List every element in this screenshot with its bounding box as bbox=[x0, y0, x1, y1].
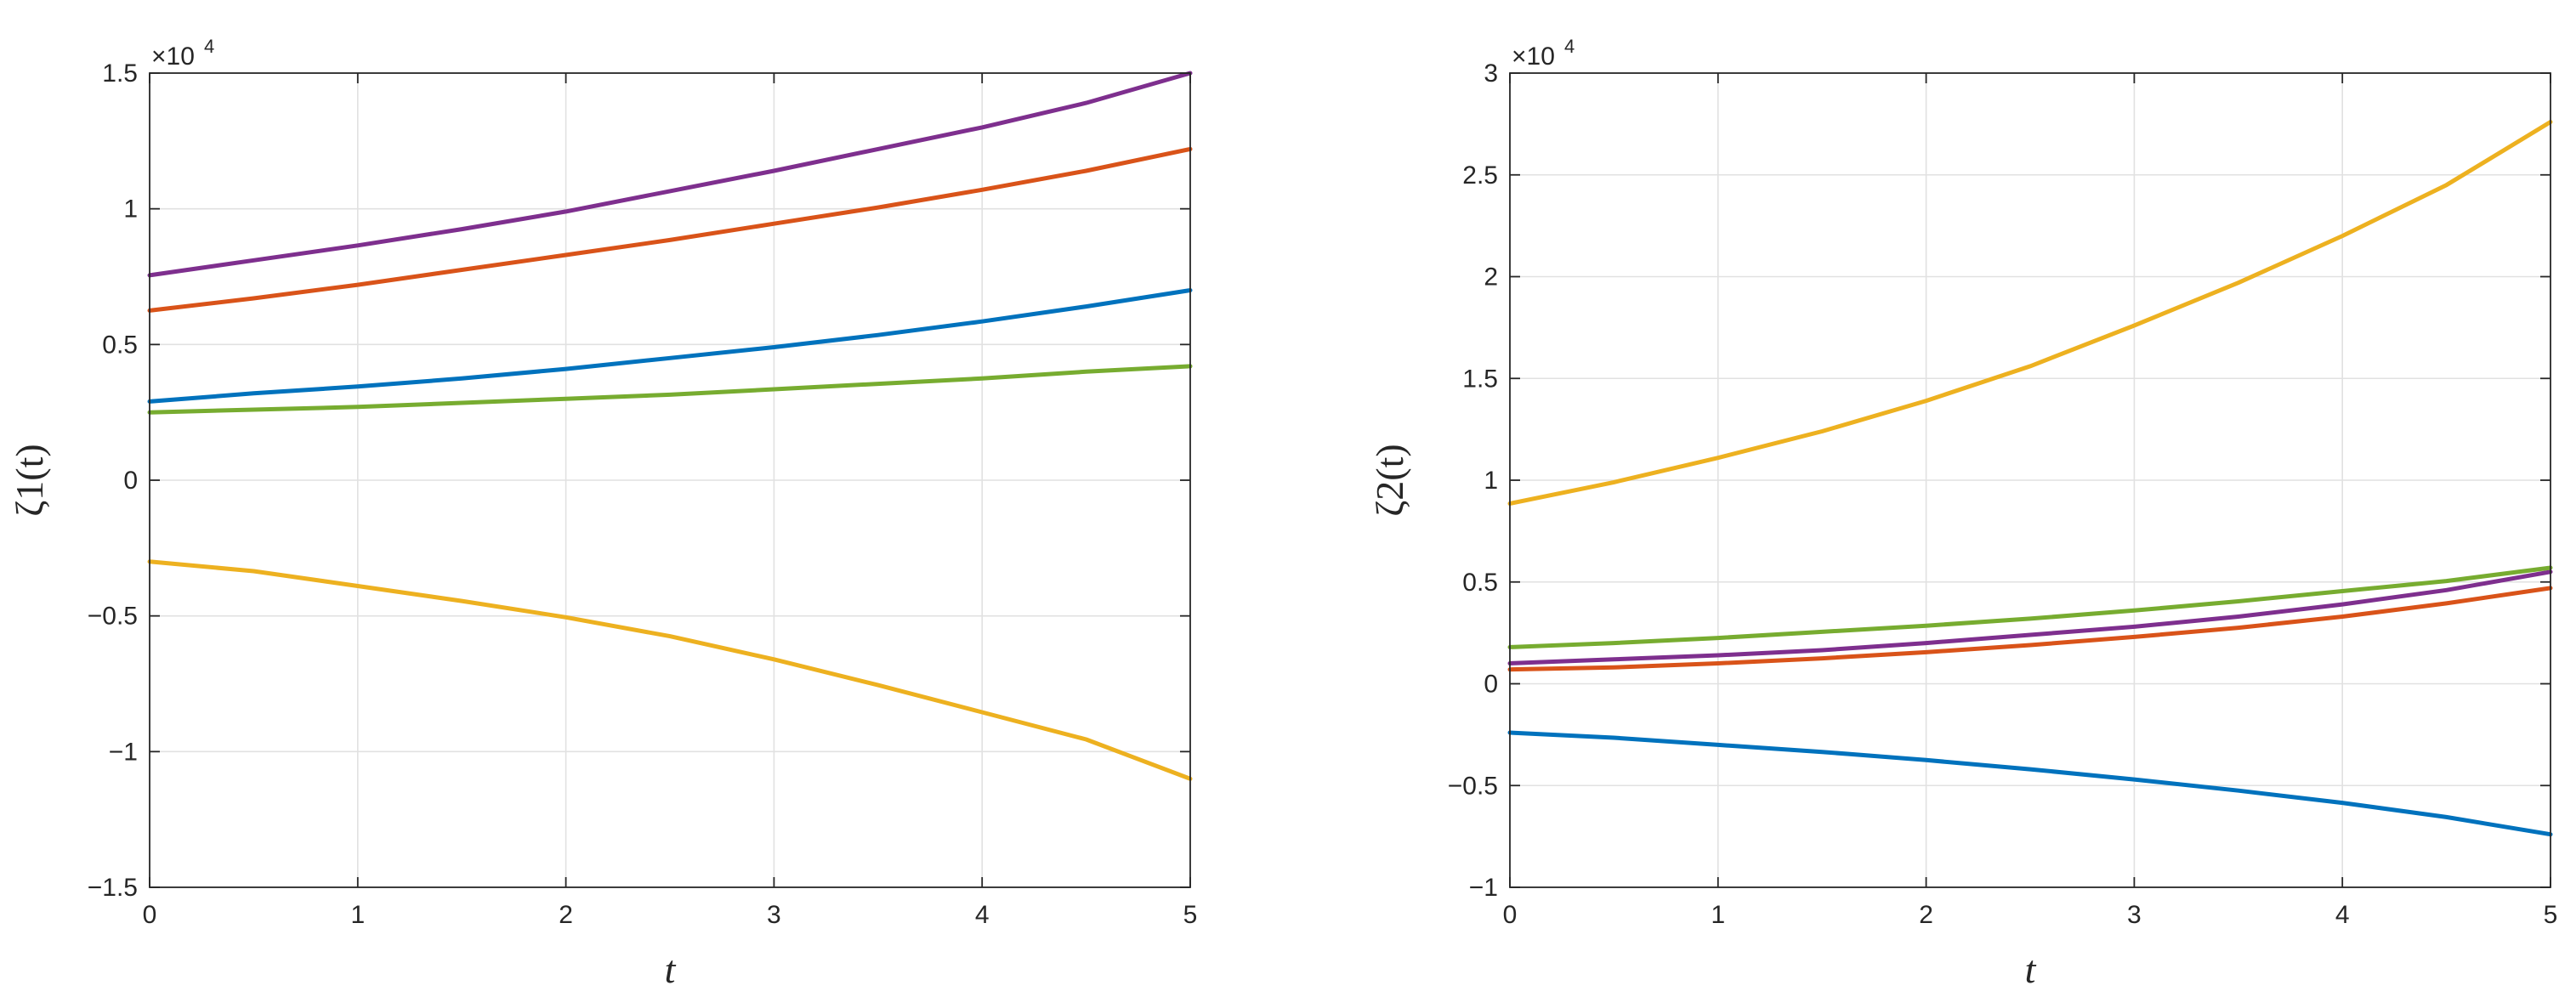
y-axis-label: ζ1(t) bbox=[8, 444, 51, 516]
x-tick-label: 4 bbox=[2335, 901, 2350, 929]
tick-marks bbox=[1509, 72, 2551, 888]
x-tick-label: 3 bbox=[767, 901, 781, 929]
line-series-2 bbox=[147, 146, 1193, 313]
x-tick-label: 5 bbox=[2544, 901, 2558, 929]
line-series-2 bbox=[1507, 586, 2553, 672]
y-tick-label: 2.5 bbox=[1462, 161, 1498, 190]
y-tick-label: 0 bbox=[123, 467, 138, 495]
x-tick-label: 4 bbox=[975, 901, 990, 929]
x-axis-label: t bbox=[665, 948, 677, 991]
y-tick-label: −1.5 bbox=[88, 874, 138, 902]
y-multiplier: ×10 bbox=[1512, 42, 1555, 71]
y-tick-label: 0.5 bbox=[1462, 569, 1498, 597]
line-series-4 bbox=[1507, 569, 2553, 665]
y-tick-label: 1 bbox=[1484, 467, 1498, 495]
y-tick-label: −1 bbox=[1469, 874, 1498, 902]
y-tick-label: 2 bbox=[1484, 263, 1498, 292]
grid-lines bbox=[150, 73, 1190, 887]
line-series-3 bbox=[147, 559, 1193, 781]
x-tick-label: 2 bbox=[1919, 901, 1933, 929]
y-axis-label: ζ2(t) bbox=[1368, 444, 1411, 516]
y-tick-label: 1.5 bbox=[1462, 365, 1498, 393]
series-lines bbox=[147, 71, 1193, 781]
line-series-4 bbox=[147, 71, 1193, 278]
line-series-5 bbox=[1507, 565, 2553, 649]
x-tick-label: 5 bbox=[1183, 901, 1198, 929]
series-lines bbox=[1507, 120, 2553, 837]
chart-panel-left: 0 1 2 3 4 5 −1.5 −1 −0.5 0 0.5 1 1.5 ×10 4 t ζ1(t) bbox=[8, 36, 1197, 991]
tick-labels: 0 1 2 3 4 5 −1 −0.5 0 0.5 1 1.5 2 2.5 3 bbox=[1448, 59, 2558, 929]
y-multiplier: ×10 bbox=[151, 42, 195, 71]
y-tick-label: 0 bbox=[1484, 671, 1498, 699]
x-tick-label: 3 bbox=[2127, 901, 2142, 929]
x-tick-label: 1 bbox=[1711, 901, 1725, 929]
y-multiplier-exponent: 4 bbox=[1564, 36, 1575, 57]
line-series-5 bbox=[147, 364, 1193, 415]
x-tick-label: 1 bbox=[350, 901, 365, 929]
x-axis-label: t bbox=[2025, 948, 2037, 991]
y-tick-label: 3 bbox=[1484, 59, 1498, 88]
line-series-3 bbox=[1507, 120, 2553, 506]
y-tick-label: 1.5 bbox=[102, 59, 138, 88]
line-series-1 bbox=[1507, 730, 2553, 837]
x-tick-label: 0 bbox=[143, 901, 157, 929]
tick-marks bbox=[149, 72, 1191, 888]
line-series-1 bbox=[147, 288, 1193, 404]
y-tick-label: −0.5 bbox=[88, 603, 138, 631]
chart-panel-right: 0 1 2 3 4 5 −1 −0.5 0 0.5 1 1.5 2 2.5 3 ×10 4 t ζ2(t) bbox=[1368, 36, 2557, 991]
x-tick-label: 2 bbox=[559, 901, 573, 929]
y-tick-label: −0.5 bbox=[1448, 772, 1498, 800]
tick-labels: 0 1 2 3 4 5 −1.5 −1 −0.5 0 0.5 1 1.5 bbox=[88, 59, 1198, 929]
y-tick-label: 1 bbox=[123, 195, 138, 224]
y-multiplier-exponent: 4 bbox=[204, 36, 214, 57]
grid-lines bbox=[1510, 73, 2550, 887]
y-tick-label: −1 bbox=[109, 738, 138, 766]
x-tick-label: 0 bbox=[1503, 901, 1518, 929]
y-tick-label: 0.5 bbox=[102, 331, 138, 359]
